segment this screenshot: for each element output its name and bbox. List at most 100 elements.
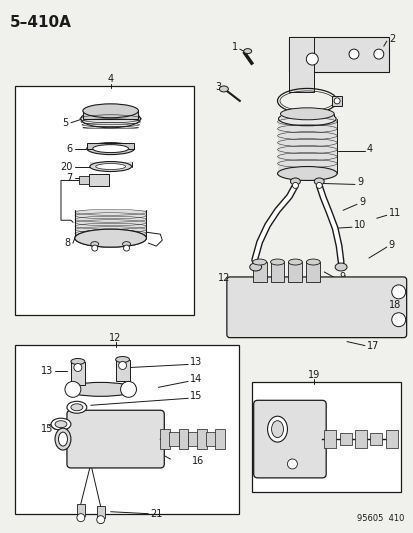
Bar xyxy=(187,432,197,446)
Ellipse shape xyxy=(288,259,301,265)
Text: 15: 15 xyxy=(190,391,202,401)
Circle shape xyxy=(316,182,321,188)
Text: 5: 5 xyxy=(62,118,69,128)
Ellipse shape xyxy=(280,108,333,120)
Circle shape xyxy=(92,245,97,251)
FancyBboxPatch shape xyxy=(253,400,325,478)
Bar xyxy=(370,433,381,445)
Text: 16: 16 xyxy=(192,456,204,466)
Ellipse shape xyxy=(267,416,287,442)
Ellipse shape xyxy=(271,421,283,438)
Bar xyxy=(88,174,108,187)
Text: 18: 18 xyxy=(388,300,400,310)
Text: 20: 20 xyxy=(60,161,73,172)
Text: 19: 19 xyxy=(307,370,320,381)
Ellipse shape xyxy=(90,241,98,247)
Bar xyxy=(83,111,138,119)
Text: 3: 3 xyxy=(215,82,221,92)
Bar xyxy=(270,262,284,282)
Circle shape xyxy=(65,382,81,397)
Ellipse shape xyxy=(270,259,284,265)
Circle shape xyxy=(120,382,136,397)
Circle shape xyxy=(306,53,318,65)
Bar xyxy=(323,430,335,448)
Ellipse shape xyxy=(71,359,85,365)
Ellipse shape xyxy=(306,259,320,265)
Text: 5–410A: 5–410A xyxy=(9,15,71,30)
Text: 15: 15 xyxy=(40,424,53,434)
Bar xyxy=(90,161,131,166)
Bar xyxy=(289,37,388,72)
Bar xyxy=(169,432,179,446)
Circle shape xyxy=(77,514,85,522)
Bar xyxy=(78,176,88,184)
Bar xyxy=(251,382,400,492)
Ellipse shape xyxy=(277,166,336,181)
Ellipse shape xyxy=(243,49,251,54)
Circle shape xyxy=(97,516,104,523)
FancyBboxPatch shape xyxy=(67,410,164,468)
Ellipse shape xyxy=(93,144,128,152)
Text: 11: 11 xyxy=(388,208,400,219)
Bar xyxy=(306,262,320,282)
Ellipse shape xyxy=(95,164,125,169)
Bar xyxy=(277,119,336,173)
Text: 8: 8 xyxy=(65,238,71,248)
Bar xyxy=(196,429,206,449)
Text: 12: 12 xyxy=(109,333,121,343)
Ellipse shape xyxy=(55,421,67,427)
Ellipse shape xyxy=(83,104,138,118)
Ellipse shape xyxy=(335,263,346,271)
Bar xyxy=(339,433,351,445)
Bar xyxy=(288,262,301,282)
Ellipse shape xyxy=(219,86,228,92)
Bar xyxy=(178,429,188,449)
Text: 21: 21 xyxy=(150,508,162,519)
Bar xyxy=(160,429,170,449)
Ellipse shape xyxy=(67,401,87,413)
Text: 14: 14 xyxy=(190,374,202,384)
Text: 10: 10 xyxy=(353,220,366,230)
Ellipse shape xyxy=(66,382,135,397)
Bar xyxy=(205,432,215,446)
FancyBboxPatch shape xyxy=(226,277,406,337)
Ellipse shape xyxy=(252,259,266,265)
Bar xyxy=(87,143,134,149)
Ellipse shape xyxy=(122,241,130,247)
Ellipse shape xyxy=(75,229,146,247)
Circle shape xyxy=(287,459,297,469)
Ellipse shape xyxy=(71,404,83,411)
Text: 9: 9 xyxy=(388,240,394,250)
Ellipse shape xyxy=(51,418,71,430)
Bar xyxy=(115,360,129,382)
Ellipse shape xyxy=(290,178,300,185)
Bar xyxy=(385,430,397,448)
Text: 17: 17 xyxy=(366,341,378,351)
Bar xyxy=(289,37,313,92)
Circle shape xyxy=(373,49,383,59)
Text: 4: 4 xyxy=(366,143,372,154)
Text: 1: 1 xyxy=(231,42,237,52)
Ellipse shape xyxy=(249,263,261,271)
Ellipse shape xyxy=(115,357,129,362)
Ellipse shape xyxy=(278,112,335,126)
Circle shape xyxy=(391,313,405,327)
Ellipse shape xyxy=(90,161,131,172)
Text: 13: 13 xyxy=(190,358,202,367)
Text: 2: 2 xyxy=(388,34,394,44)
Circle shape xyxy=(123,245,129,251)
Ellipse shape xyxy=(58,432,67,446)
Ellipse shape xyxy=(55,428,71,450)
Bar xyxy=(331,96,341,106)
Circle shape xyxy=(333,98,339,104)
Bar xyxy=(75,211,146,238)
Bar xyxy=(15,345,238,514)
Bar xyxy=(280,114,333,119)
Circle shape xyxy=(391,285,405,299)
Bar xyxy=(354,430,366,448)
Bar xyxy=(71,361,85,385)
Bar xyxy=(97,506,104,518)
Text: 7: 7 xyxy=(66,173,73,183)
Text: 95605  410: 95605 410 xyxy=(356,514,404,523)
Text: 9: 9 xyxy=(338,272,344,282)
